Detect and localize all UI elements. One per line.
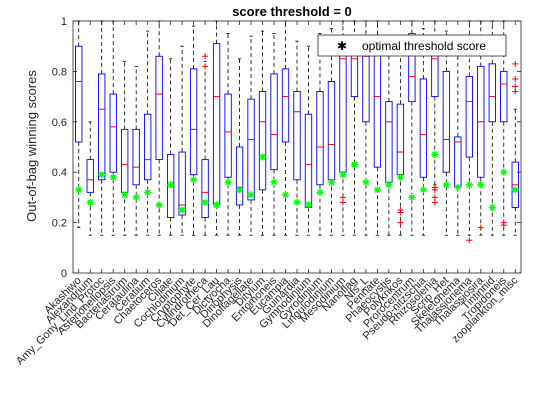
optimal-threshold-marker [270,178,278,186]
optimal-threshold-marker [167,181,175,189]
optimal-threshold-marker [132,193,140,201]
y-tick-label: 0.6 [52,117,67,129]
box [144,113,152,181]
outlier-marker [477,224,484,231]
optimal-threshold-marker [488,203,496,212]
box [98,73,106,181]
plot-area: 00.20.40.60.81AkashiwoAlexandriumAmy_Gon… [14,16,522,367]
y-tick-label: 0.2 [52,218,67,230]
optimal-threshold-marker [190,176,198,184]
optimal-threshold-marker [477,181,485,189]
optimal-threshold-marker [155,201,163,209]
optimal-threshold-marker [98,171,106,179]
optimal-threshold-marker [500,168,508,176]
outlier-marker [339,194,346,201]
box [293,91,301,181]
optimal-threshold-marker [75,186,83,194]
optimal-threshold-marker [454,183,462,191]
optimal-threshold-marker [304,201,313,209]
outlier-marker [397,209,404,216]
outlier-marker [512,83,519,90]
outlier-marker [500,222,507,229]
optimal-threshold-marker [224,178,232,186]
box [465,75,473,158]
optimal-threshold-marker [511,186,519,194]
optimal-threshold-marker [408,193,416,201]
box [270,73,278,171]
optimal-threshold-marker [212,201,221,209]
optimal-threshold-marker [144,188,152,196]
box [109,93,117,173]
outlier-marker [431,194,438,201]
box [419,78,428,178]
optimal-threshold-marker [442,181,450,189]
outlier-marker [202,63,209,70]
outlier-marker [512,75,519,82]
box [442,70,450,173]
box [488,63,496,123]
y-axis-label: Out-of-bag winning scores [24,70,39,222]
optimal-threshold-marker [373,186,382,194]
optimal-threshold-marker [293,198,301,207]
box [132,128,140,186]
outlier-marker [431,186,438,193]
optimal-threshold-marker [121,191,129,199]
y-tick-label: 0.8 [52,66,67,78]
optimal-threshold-marker [86,198,94,207]
outlier-marker [512,88,519,95]
box [201,159,209,219]
optimal-threshold-marker [465,181,473,189]
optimal-threshold-marker [281,191,290,199]
optimal-threshold-marker [247,191,255,199]
box [408,33,416,103]
box [281,68,290,143]
optimal-threshold-marker [316,188,324,196]
optimal-threshold-marker [431,150,439,159]
y-tick-label: 1 [61,16,67,28]
box [258,91,267,191]
box [86,159,94,193]
box [166,154,175,219]
outlier-marker [431,199,438,206]
outlier-marker [339,199,346,206]
optimal-threshold-marker [327,178,336,186]
optimal-threshold-marker [385,181,393,189]
optimal-threshold-marker [339,171,347,179]
chart-title: score threshold = 0 [232,4,352,19]
box [155,55,163,161]
optimal-threshold-marker [109,173,117,181]
optimal-threshold-marker [258,153,267,161]
legend: ✱ optimal threshold score [317,34,507,57]
optimal-threshold-marker [396,173,404,181]
box [75,45,83,143]
legend-entry: optimal threshold score [362,39,486,53]
box [178,151,186,216]
outlier-marker [512,60,519,67]
optimal-threshold-marker [201,198,209,207]
y-tick-label: 0.4 [52,167,67,179]
box [235,146,244,206]
legend-box [317,34,507,57]
outlier-marker [202,53,209,60]
legend-marker: ✱ [337,39,347,53]
box [316,91,324,186]
box [500,70,508,123]
optimal-threshold-marker [235,186,244,194]
box [224,93,232,178]
box [247,98,255,201]
y-tick-label: 0 [61,268,67,280]
outlier-marker [397,219,404,226]
optimal-threshold-marker [419,186,427,194]
optimal-threshold-marker [350,161,359,169]
outlier-marker [466,237,473,244]
optimal-threshold-marker [362,178,370,186]
box [189,68,198,176]
optimal-threshold-marker [178,206,186,214]
